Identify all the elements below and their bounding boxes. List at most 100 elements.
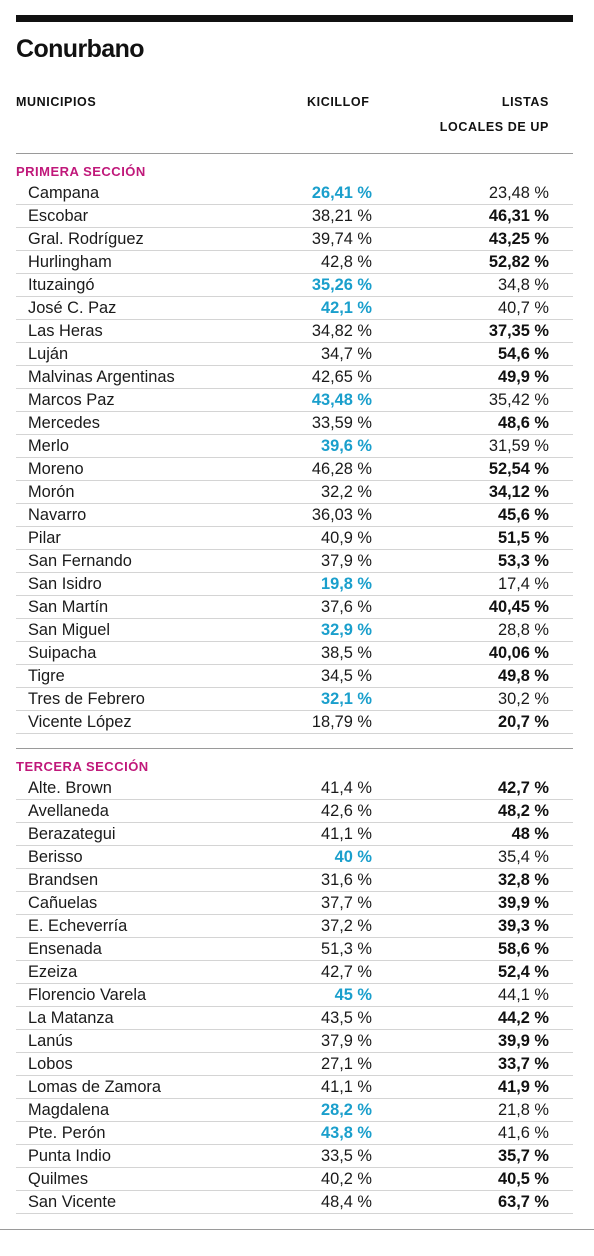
table-row: Lobos 27,1 % 33,7 % [16, 1053, 573, 1076]
table-row: Vicente López 18,79 % 20,7 % [16, 711, 573, 734]
table-row: Alte. Brown 41,4 % 42,7 % [16, 777, 573, 800]
listas-value: 32,8 % [497, 871, 549, 889]
table-row: Navarro 36,03 % 45,6 % [16, 504, 573, 527]
listas-value: 46,31 % [488, 207, 549, 225]
listas-value: 43,25 % [488, 230, 549, 248]
table-row: Hurlingham 42,8 % 52,82 % [16, 251, 573, 274]
municipio-name: Berazategui [28, 825, 116, 843]
kicillof-value: 42,1 % [320, 299, 372, 317]
table-row: Cañuelas 37,7 % 39,9 % [16, 892, 573, 915]
municipio-name: Navarro [28, 506, 87, 524]
listas-value: 30,2 % [497, 690, 549, 708]
kicillof-value: 41,1 % [320, 1078, 372, 1096]
listas-value: 35,42 % [488, 391, 549, 409]
listas-value: 37,35 % [488, 322, 549, 340]
kicillof-value: 41,4 % [320, 779, 372, 797]
municipio-name: Moreno [28, 460, 84, 478]
kicillof-value: 27,1 % [320, 1055, 372, 1073]
listas-value: 48 % [511, 825, 549, 843]
table-row: Pilar 40,9 % 51,5 % [16, 527, 573, 550]
table-row: Escobar 38,21 % 46,31 % [16, 205, 573, 228]
listas-value: 48,2 % [497, 802, 549, 820]
table-row: Quilmes 40,2 % 40,5 % [16, 1168, 573, 1191]
table-row: San Isidro 19,8 % 17,4 % [16, 573, 573, 596]
listas-value: 42,7 % [497, 779, 549, 797]
page-title: Conurbano [16, 35, 145, 63]
municipio-name: Lomas de Zamora [28, 1078, 162, 1096]
municipio-name: San Martín [28, 598, 109, 616]
kicillof-value: 41,1 % [320, 825, 372, 843]
municipio-name: Malvinas Argentinas [28, 368, 175, 386]
top-rule [16, 15, 573, 22]
listas-value: 33,7 % [497, 1055, 549, 1073]
municipio-name: Las Heras [28, 322, 103, 340]
kicillof-value: 38,21 % [311, 207, 372, 225]
kicillof-value: 32,9 % [320, 621, 372, 639]
municipio-name: Ezeiza [28, 963, 78, 981]
table-row: Moreno 46,28 % 52,54 % [16, 458, 573, 481]
listas-value: 39,3 % [497, 917, 549, 935]
kicillof-value: 48,4 % [320, 1193, 372, 1211]
municipio-name: E. Echeverría [28, 917, 128, 935]
table-row: La Matanza 43,5 % 44,2 % [16, 1007, 573, 1030]
municipio-name: Hurlingham [28, 253, 112, 271]
table-row: Lomas de Zamora 41,1 % 41,9 % [16, 1076, 573, 1099]
kicillof-value: 43,8 % [320, 1124, 372, 1142]
municipio-name: Lobos [28, 1055, 73, 1073]
kicillof-value: 34,5 % [320, 667, 372, 685]
table-row: Morón 32,2 % 34,12 % [16, 481, 573, 504]
listas-value: 34,12 % [488, 483, 549, 501]
table-row: Florencio Varela 45 % 44,1 % [16, 984, 573, 1007]
table-row: Magdalena 28,2 % 21,8 % [16, 1099, 573, 1122]
column-header-listas-line2: LOCALES DE UP [439, 120, 549, 134]
table-row: Mercedes 33,59 % 48,6 % [16, 412, 573, 435]
municipio-name: Cañuelas [28, 894, 98, 912]
kicillof-value: 42,6 % [320, 802, 372, 820]
kicillof-value: 37,2 % [320, 917, 372, 935]
municipio-name: Ensenada [28, 940, 102, 958]
listas-value: 34,8 % [497, 276, 549, 294]
kicillof-value: 18,79 % [311, 713, 372, 731]
kicillof-value: 32,1 % [320, 690, 372, 708]
table-row: Las Heras 34,82 % 37,35 % [16, 320, 573, 343]
listas-value: 48,6 % [497, 414, 549, 432]
kicillof-value: 34,82 % [311, 322, 372, 340]
municipio-name: Merlo [28, 437, 69, 455]
listas-value: 28,8 % [497, 621, 549, 639]
listas-value: 21,8 % [497, 1101, 549, 1119]
kicillof-value: 38,5 % [320, 644, 372, 662]
municipio-name: Morón [28, 483, 75, 501]
section-primera: PRIMERA SECCIÓN Campana 26,41 % 23,48 % Esc… [16, 162, 573, 734]
section-title: TERCERA SECCIÓN [16, 759, 149, 774]
kicillof-value: 46,28 % [311, 460, 372, 478]
municipio-name: San Vicente [28, 1193, 117, 1211]
municipio-name: Ituzaingó [28, 276, 95, 294]
table-row: Punta Indio 33,5 % 35,7 % [16, 1145, 573, 1168]
table-row: José C. Paz 42,1 % 40,7 % [16, 297, 573, 320]
kicillof-value: 31,6 % [320, 871, 372, 889]
column-header-municipios: MUNICIPIOS [16, 95, 97, 109]
municipio-name: Tigre [28, 667, 65, 685]
kicillof-value: 40,2 % [320, 1170, 372, 1188]
kicillof-value: 43,48 % [311, 391, 372, 409]
listas-value: 53,3 % [497, 552, 549, 570]
municipio-name: Avellaneda [28, 802, 109, 820]
table-row: Avellaneda 42,6 % 48,2 % [16, 800, 573, 823]
kicillof-value: 42,8 % [320, 253, 372, 271]
table-row: Marcos Paz 43,48 % 35,42 % [16, 389, 573, 412]
municipio-name: Alte. Brown [28, 779, 112, 797]
listas-value: 51,5 % [497, 529, 549, 547]
listas-value: 35,4 % [497, 848, 549, 866]
listas-value: 41,9 % [497, 1078, 549, 1096]
listas-value: 52,4 % [497, 963, 549, 981]
municipio-name: Marcos Paz [28, 391, 115, 409]
listas-value: 35,7 % [497, 1147, 549, 1165]
listas-value: 52,82 % [488, 253, 549, 271]
table-row: Ituzaingó 35,26 % 34,8 % [16, 274, 573, 297]
listas-value: 40,5 % [497, 1170, 549, 1188]
kicillof-value: 26,41 % [311, 184, 372, 202]
kicillof-value: 51,3 % [320, 940, 372, 958]
section-rows: Campana 26,41 % 23,48 % Escobar 38,21 % 46,31… [16, 182, 573, 734]
municipio-name: San Fernando [28, 552, 132, 570]
listas-value: 40,7 % [497, 299, 549, 317]
